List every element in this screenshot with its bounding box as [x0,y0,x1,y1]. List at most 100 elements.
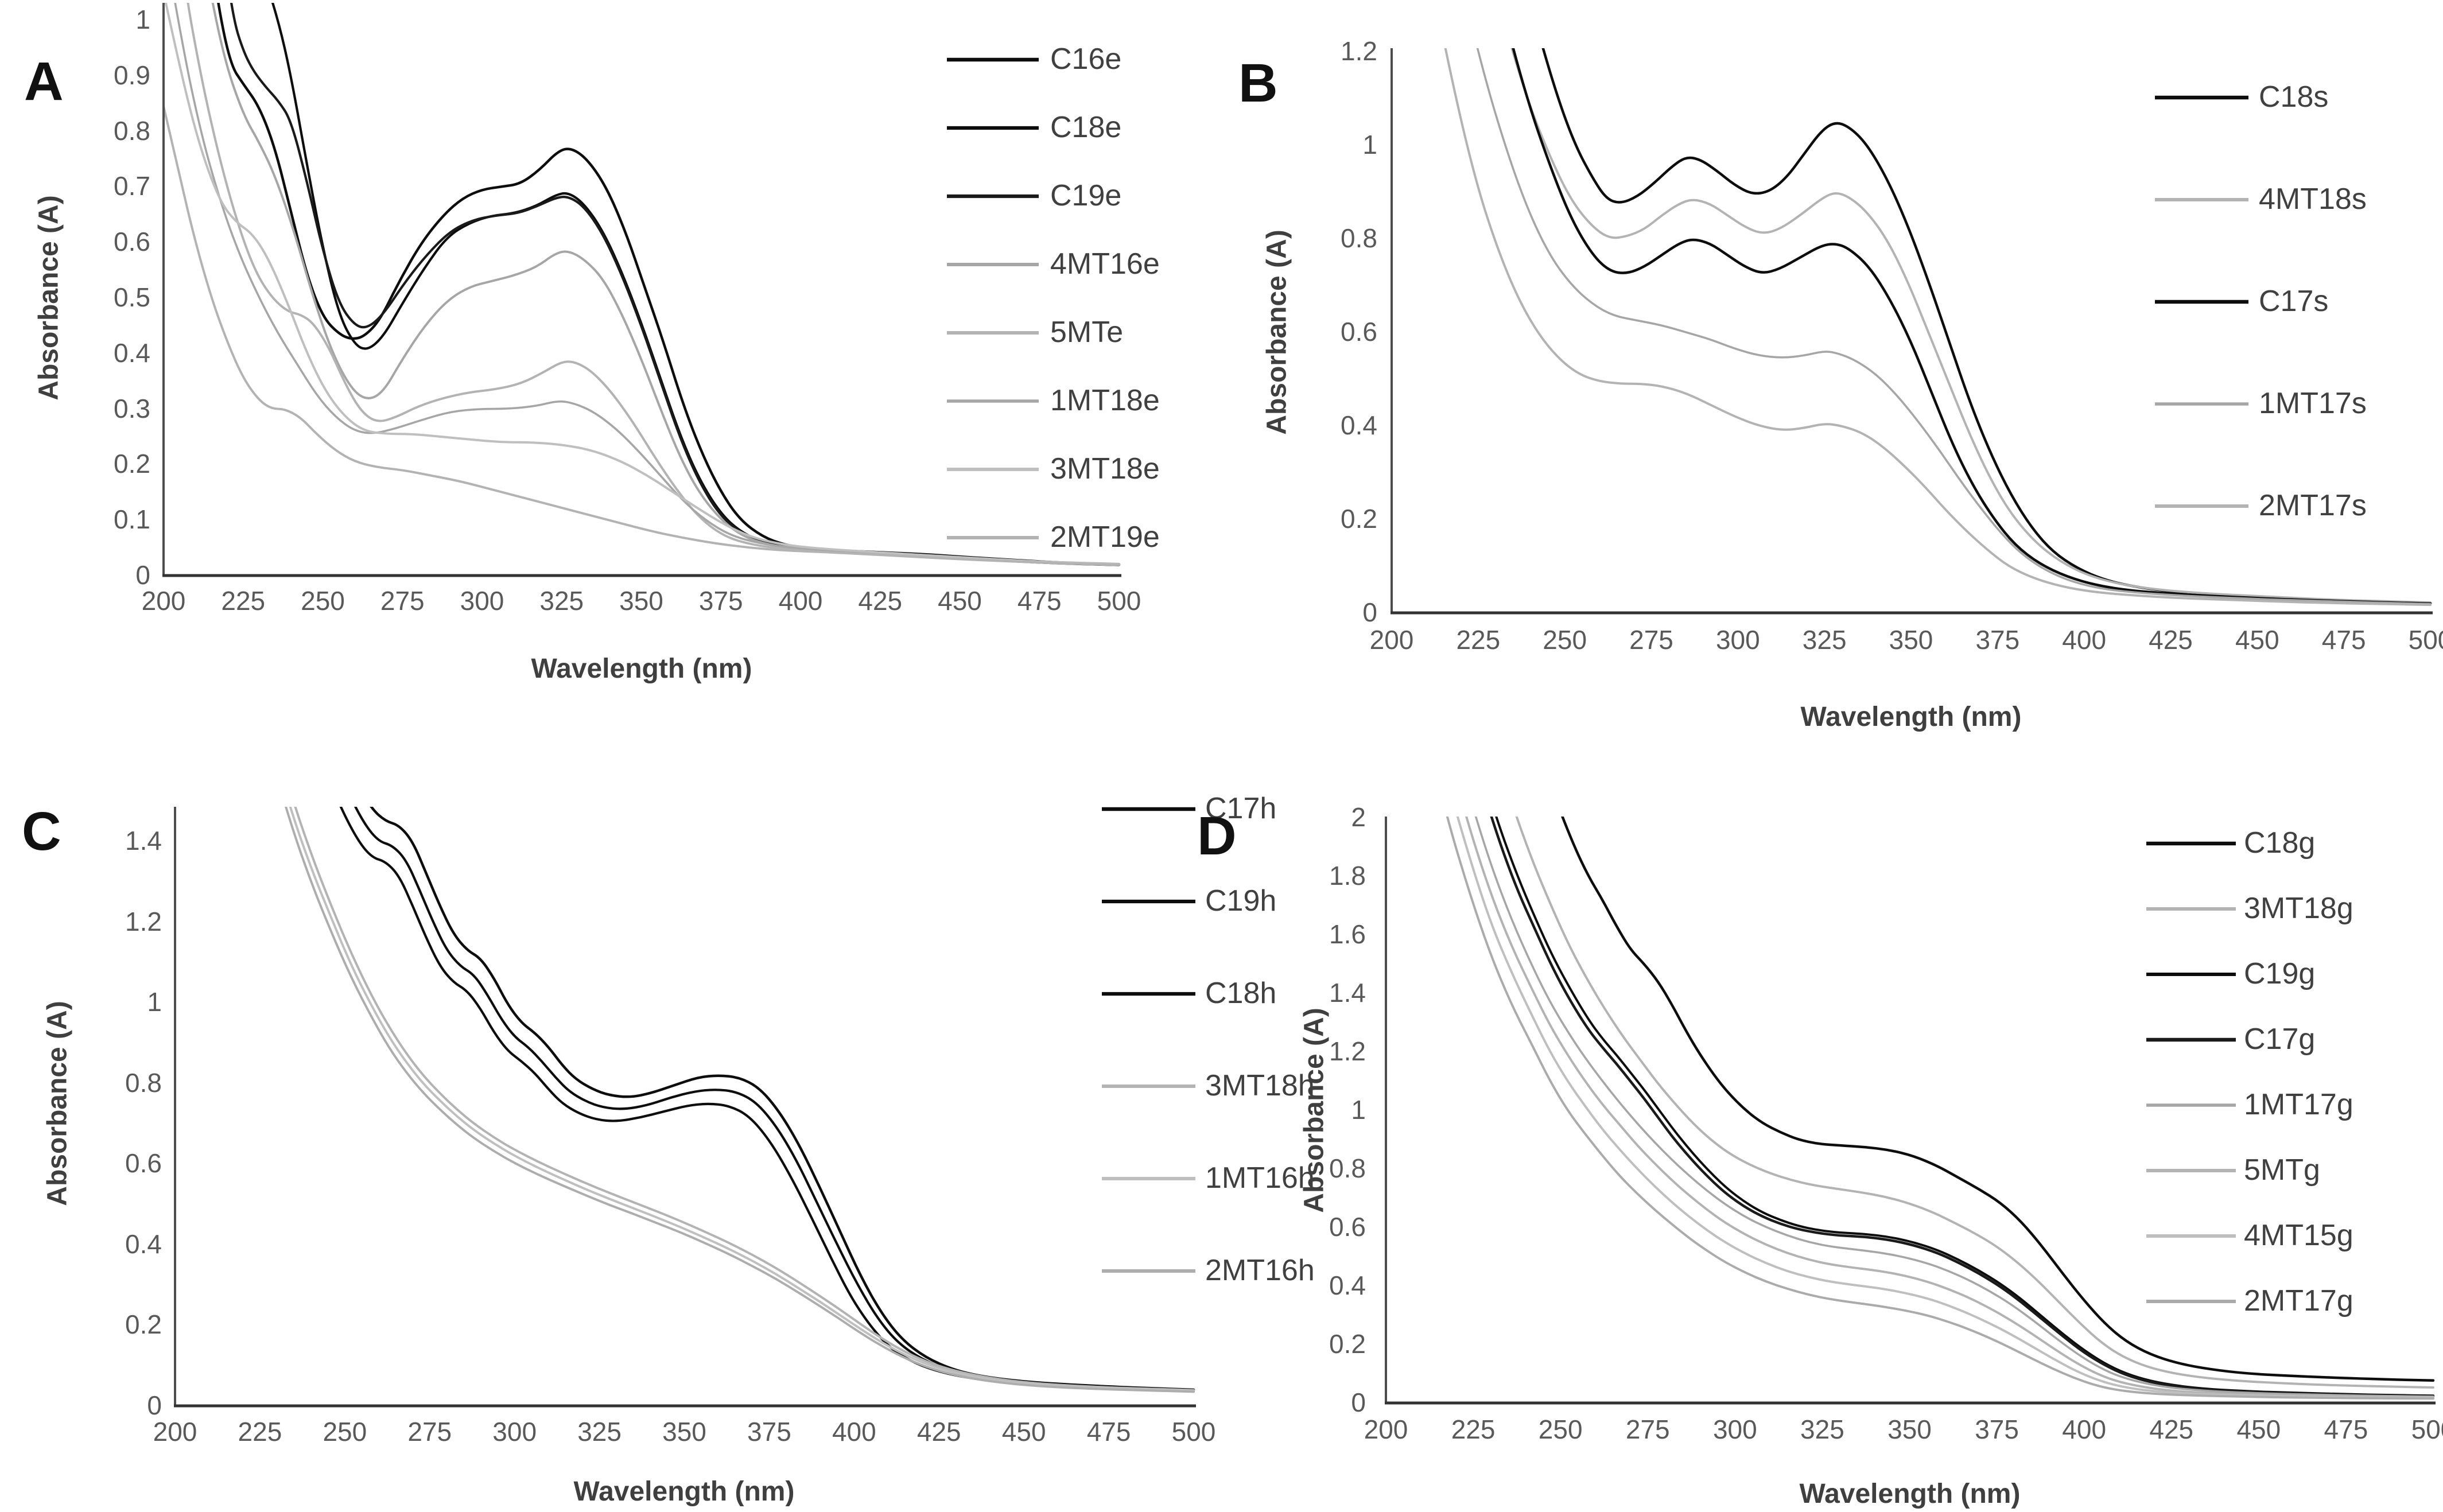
series-C18s [1541,48,2432,605]
legend-label-2MT17s: 2MT17s [2259,489,2367,522]
legend-label-2MT19e: 2MT19e [1050,520,1160,554]
y-tick-label: 0.2 [1341,504,1377,534]
legend-label-3MT18h: 3MT18h [1205,1069,1315,1102]
x-axis-title-D: Wavelength (nm) [1799,1479,2021,1509]
x-tick-label: 275 [1625,1414,1670,1444]
legend-label-5MTg: 5MTg [2244,1153,2320,1187]
y-tick-label: 0.2 [125,1309,162,1340]
panel-label-C: C [22,801,61,862]
x-tick-label: 300 [1715,625,1760,655]
legend-label-4MT15g: 4MT15g [2244,1219,2353,1252]
y-tick-label: 2 [1351,802,1366,832]
y-tick-label: 0.4 [1341,410,1377,440]
x-tick-label: 200 [141,586,186,616]
y-tick-label: 0.8 [114,115,150,146]
legend-label-2MT17g: 2MT17g [2244,1284,2353,1317]
panel-label-A: A [24,51,64,112]
series-1MT18e [174,3,1120,565]
legend-label-1MT18e: 1MT18e [1050,384,1160,417]
x-tick-label: 500 [2408,625,2443,655]
x-tick-label: 250 [1543,625,1587,655]
legend-label-C19g: C19g [2244,957,2316,990]
series-C17h [370,807,1195,1391]
series-C19h [354,807,1195,1392]
x-tick-label: 250 [1538,1414,1583,1444]
x-tick-label: 325 [539,586,584,616]
x-tick-label: 275 [407,1417,452,1447]
x-tick-label: 375 [1975,625,2020,655]
legend-label-1MT17g: 1MT17g [2244,1088,2353,1121]
series-3MT18e [164,3,1120,566]
x-tick-label: 500 [1097,586,1141,616]
x-tick-label: 450 [2235,625,2279,655]
y-tick-label: 0.5 [114,282,150,312]
legend-label-C17h: C17h [1205,792,1277,825]
y-tick-label: 0.2 [114,449,150,479]
legend-label-2MT16h: 2MT16h [1205,1254,1315,1287]
x-tick-label: 225 [238,1417,282,1447]
x-tick-label: 250 [301,586,345,616]
x-tick-label: 425 [916,1417,961,1447]
y-tick-label: 1.4 [1329,978,1366,1008]
series-3MT18h [294,807,1195,1391]
panel-label-D: D [1197,806,1237,866]
y-tick-label: 0.4 [1329,1270,1366,1300]
x-tick-label: 200 [1369,625,1414,655]
y-tick-label: 1.8 [1329,861,1366,891]
x-tick-label: 375 [1975,1414,2019,1444]
y-tick-label: 1 [1351,1095,1366,1125]
x-tick-label: 250 [323,1417,367,1447]
legend-label-C19e: C19e [1050,179,1122,212]
x-tick-label: 425 [2149,1414,2194,1444]
x-tick-label: 300 [1712,1414,1757,1444]
x-tick-label: 400 [2062,1414,2107,1444]
y-tick-label: 0.3 [114,393,150,423]
x-tick-label: 325 [1800,1414,1844,1444]
series-1MT16h [289,807,1195,1392]
legend-label-C18s: C18s [2259,80,2329,114]
y-tick-label: 0 [1351,1387,1366,1417]
legend-label-4MT18s: 4MT18s [2259,182,2367,216]
x-tick-label: 300 [492,1417,537,1447]
series-2MT17s [1444,48,2432,607]
y-tick-label: 1.2 [1341,36,1377,66]
x-tick-label: 400 [778,586,823,616]
y-tick-label: 1 [147,987,162,1017]
x-tick-label: 300 [460,586,504,616]
x-tick-label: 350 [1887,1414,1932,1444]
legend-label-1MT16h: 1MT16h [1205,1161,1315,1195]
series-2MT19e [162,105,1120,566]
x-tick-label: 450 [2236,1414,2281,1444]
y-tick-label: 1.2 [125,906,162,936]
y-tick-label: 0 [135,560,150,590]
x-tick-label: 325 [577,1417,622,1447]
series-C18g [1561,817,2435,1382]
y-axis-title-D: Absorbance (A) [1299,1008,1330,1213]
x-tick-label: 350 [619,586,663,616]
x-axis-title-C: Wavelength (nm) [573,1476,795,1507]
y-tick-label: 0.8 [1341,223,1377,253]
y-tick-label: 0 [1362,597,1377,627]
x-tick-label: 400 [2062,625,2107,655]
y-tick-label: 0.6 [1329,1212,1366,1242]
legend-label-1MT17s: 1MT17s [2259,387,2367,420]
x-tick-label: 350 [662,1417,706,1447]
x-tick-label: 275 [1629,625,1673,655]
series-C17g [1490,817,2435,1398]
y-tick-label: 0.7 [114,171,150,201]
y-tick-label: 0 [147,1390,162,1420]
x-tick-label: 200 [153,1417,197,1447]
legend-label-C17s: C17s [2259,285,2329,318]
y-tick-label: 0.6 [114,227,150,257]
x-tick-label: 475 [1017,586,1062,616]
series-5MTg [1465,817,2434,1399]
x-tick-label: 325 [1802,625,1847,655]
y-tick-label: 1.6 [1329,919,1366,949]
x-tick-label: 475 [2324,1414,2368,1444]
y-tick-label: 0.6 [125,1148,162,1179]
x-tick-label: 350 [1889,625,1933,655]
x-tick-label: 450 [938,586,982,616]
